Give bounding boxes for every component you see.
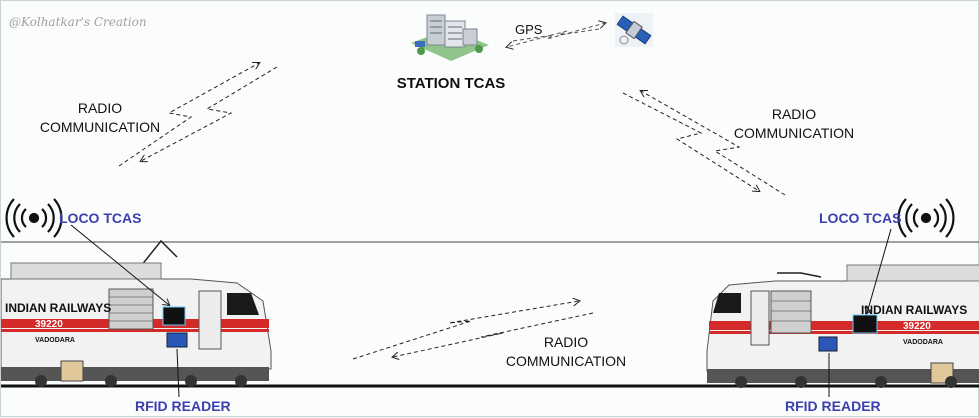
loco-tcas-left-label: LOCO TCAS: [59, 210, 142, 226]
rfid-reader-right-label: RFID READER: [785, 398, 881, 414]
radio-link-right: [622, 91, 786, 196]
radio-link-left: [118, 63, 278, 167]
locomotive-right: [706, 228, 979, 397]
satellite-icon: [615, 13, 653, 47]
station-tcas-label: STATION TCAS: [396, 75, 506, 92]
radio-right-line1: RADIO: [771, 106, 817, 122]
building-icon: [411, 14, 489, 61]
loco-right-number: 39220: [903, 321, 931, 332]
radio-left-line1: RADIO: [77, 100, 123, 116]
loco-tcas-unit: [162, 306, 186, 326]
radio-left-line2: COMMUNICATION: [39, 119, 161, 135]
loco-right-shed: VADODARA: [903, 339, 943, 346]
loco-left-shed: VADODARA: [35, 337, 75, 344]
signal-waves-icon: [5, 198, 63, 238]
loco-left-brand: INDIAN RAILWAYS: [5, 301, 112, 315]
radio-right-line2: COMMUNICATION: [733, 125, 855, 141]
signal-waves-icon: [897, 198, 955, 238]
watermark: @Kolhatkar's Creation: [9, 15, 147, 29]
loco-tcas-unit: [852, 314, 878, 334]
rfid-reader-unit: [818, 336, 838, 352]
gps-link: [507, 23, 605, 47]
locomotive-left: [1, 224, 272, 398]
radio-bottom-line2: COMMUNICATION: [505, 353, 627, 369]
radio-bottom-line1: RADIO: [543, 334, 589, 350]
rfid-reader-unit: [166, 332, 188, 348]
rfid-reader-left-label: RFID READER: [135, 398, 231, 414]
loco-tcas-right-label: LOCO TCAS: [819, 210, 902, 226]
gps-label: GPS: [515, 22, 543, 37]
radio-link-bottom: [352, 301, 594, 359]
loco-right-brand: INDIAN RAILWAYS: [861, 303, 968, 317]
loco-left-number: 39220: [35, 319, 63, 330]
